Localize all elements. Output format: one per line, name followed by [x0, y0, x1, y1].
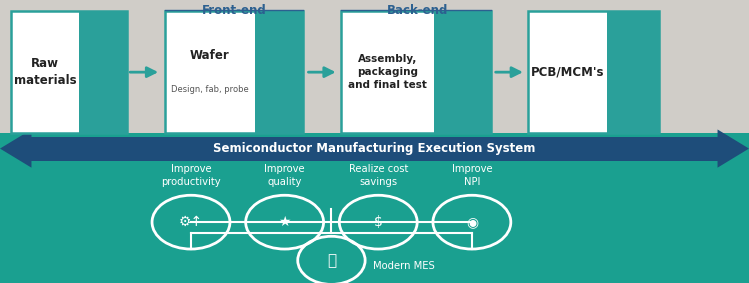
Text: Modern MES: Modern MES	[373, 261, 434, 271]
Text: PCB/MCM's: PCB/MCM's	[530, 66, 604, 79]
Bar	[79, 11, 127, 133]
Bar	[31, 137, 718, 161]
Text: ⚙↑: ⚙↑	[179, 215, 203, 229]
FancyBboxPatch shape	[11, 11, 127, 133]
Polygon shape	[0, 130, 31, 168]
Text: Design, fab, probe: Design, fab, probe	[171, 85, 249, 94]
Text: Improve
NPI: Improve NPI	[452, 164, 492, 187]
Text: Improve
productivity: Improve productivity	[161, 164, 221, 187]
Text: $: $	[374, 215, 383, 229]
Text: Front-end: Front-end	[202, 4, 267, 17]
Text: Wafer: Wafer	[190, 49, 230, 62]
Bar	[434, 11, 491, 133]
Text: 🌐: 🌐	[327, 253, 336, 268]
Text: Improve
quality: Improve quality	[264, 164, 305, 187]
Bar	[0, 133, 749, 164]
Text: ◉: ◉	[466, 215, 478, 229]
Bar	[0, 0, 749, 136]
Text: Assembly,
packaging
and final test: Assembly, packaging and final test	[348, 54, 427, 90]
Text: ★: ★	[279, 215, 291, 229]
FancyBboxPatch shape	[341, 11, 491, 133]
FancyBboxPatch shape	[528, 11, 659, 133]
Text: Raw
materials: Raw materials	[13, 57, 76, 87]
Text: Semiconductor Manufacturing Execution System: Semiconductor Manufacturing Execution Sy…	[213, 142, 536, 155]
Text: Realize cost
savings: Realize cost savings	[348, 164, 408, 187]
Bar	[607, 11, 659, 133]
Text: Back-end: Back-end	[387, 4, 449, 17]
Bar	[255, 11, 303, 133]
Polygon shape	[718, 130, 749, 168]
FancyBboxPatch shape	[165, 11, 303, 133]
Bar	[0, 158, 749, 283]
